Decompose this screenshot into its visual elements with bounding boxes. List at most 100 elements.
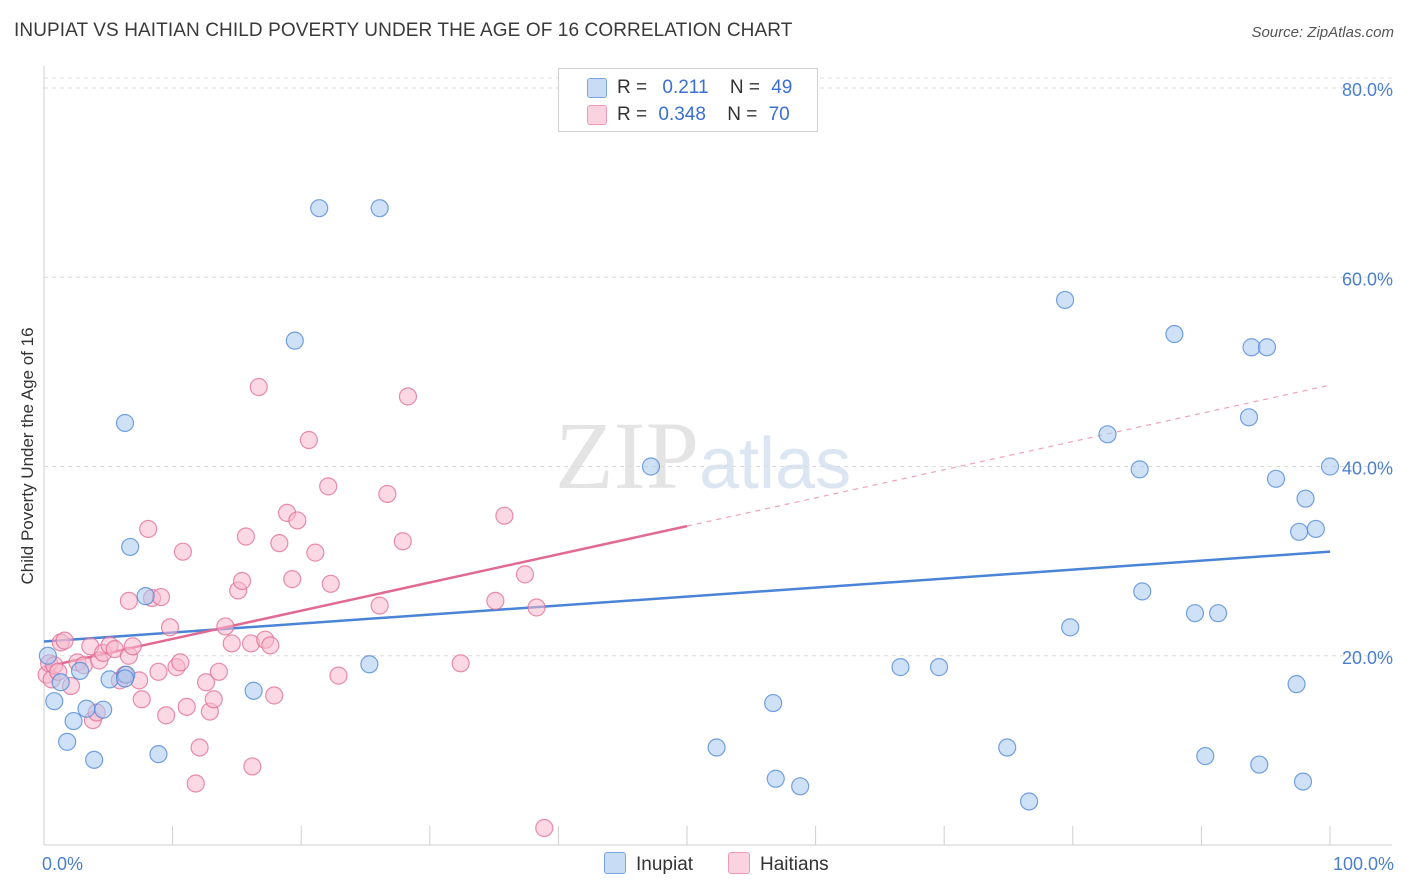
point-inupiat: [77, 699, 96, 718]
point-inupiat: [1055, 290, 1075, 310]
point-inupiat: [45, 692, 64, 711]
point-inupiat: [85, 750, 104, 769]
x-tick-label: 0.0%: [42, 854, 83, 874]
point-haitians: [270, 534, 289, 553]
bottom-legend-label-haitians: Haitians: [760, 854, 829, 875]
trend-extension-haitians: [686, 384, 1331, 527]
point-inupiat: [370, 199, 389, 218]
point-inupiat: [1133, 582, 1152, 601]
trend-lines: [43, 384, 1331, 669]
point-haitians: [204, 690, 223, 709]
point-haitians: [55, 631, 74, 650]
point-inupiat: [766, 769, 785, 788]
point-haitians: [190, 738, 209, 757]
point-inupiat: [51, 673, 70, 692]
point-inupiat: [100, 670, 119, 689]
point-inupiat: [1130, 460, 1149, 479]
point-haitians: [157, 706, 176, 725]
point-inupiat: [285, 331, 304, 350]
point-haitians: [261, 636, 280, 655]
data-points: [37, 199, 1340, 838]
bottom-legend-label-inupiat: Inupiat: [636, 854, 694, 875]
point-haitians: [370, 596, 389, 615]
legend: R = 0.211 N = 49 R = 0.348 N = 70: [558, 68, 818, 132]
point-haitians: [139, 519, 158, 539]
legend-n-label: N =: [727, 104, 758, 125]
point-haitians: [171, 653, 190, 672]
y-tick-label: 80.0%: [1342, 80, 1393, 100]
point-haitians: [495, 506, 514, 525]
chart-title: INUPIAT VS HAITIAN CHILD POVERTY UNDER T…: [14, 20, 793, 41]
tick-labels: 20.0% 40.0% 60.0% 80.0% 0.0% 100.0%: [42, 80, 1394, 874]
point-inupiat: [38, 646, 57, 665]
point-haitians: [527, 598, 546, 617]
point-inupiat: [707, 738, 726, 757]
axes: [43, 66, 1392, 846]
point-haitians: [236, 527, 256, 546]
legend-text-haitians: R = 0.348 N = 70: [617, 104, 790, 126]
point-haitians: [123, 637, 142, 656]
source-credit: Source: ZipAtlas.com: [1251, 24, 1394, 41]
point-haitians: [535, 818, 554, 838]
legend-n-label: N =: [729, 77, 760, 98]
point-inupiat: [310, 199, 329, 218]
point-inupiat: [1185, 604, 1205, 623]
point-haitians: [299, 430, 319, 450]
point-haitians: [243, 757, 262, 776]
legend-text-inupiat: R = 0.211 N = 49: [617, 77, 792, 99]
point-haitians: [319, 477, 338, 496]
point-haitians: [132, 690, 151, 709]
point-inupiat: [1296, 489, 1315, 508]
x-tick-label: 100.0%: [1333, 854, 1394, 874]
point-haitians: [186, 774, 205, 793]
point-inupiat: [1098, 425, 1117, 444]
point-inupiat: [121, 537, 140, 557]
trend-line-haitians: [43, 524, 688, 669]
point-inupiat: [1196, 746, 1215, 766]
point-haitians: [398, 387, 418, 406]
point-haitians: [209, 662, 228, 681]
point-inupiat: [1320, 457, 1340, 476]
point-haitians: [196, 673, 216, 692]
point-haitians: [222, 634, 241, 653]
legend-n-value: 70: [768, 104, 790, 125]
point-haitians: [265, 686, 284, 705]
point-haitians: [151, 587, 171, 607]
point-inupiat: [1287, 675, 1306, 694]
point-haitians: [160, 618, 180, 637]
point-inupiat: [149, 745, 168, 764]
y-tick-label: 20.0%: [1342, 648, 1393, 668]
point-haitians: [232, 571, 252, 591]
y-tick-label: 60.0%: [1342, 269, 1393, 289]
watermark-zip: ZIP: [555, 402, 699, 509]
point-haitians: [378, 484, 397, 504]
legend-swatch-haitians: [587, 105, 607, 125]
point-inupiat: [64, 711, 83, 731]
legend-r-value: 0.348: [658, 104, 706, 125]
point-inupiat: [1165, 324, 1184, 344]
point-inupiat: [929, 658, 949, 677]
legend-swatch-inupiat: [587, 78, 607, 98]
point-inupiat: [115, 669, 135, 688]
point-haitians: [451, 654, 470, 673]
point-inupiat: [115, 413, 135, 433]
point-inupiat: [791, 777, 810, 796]
point-inupiat: [1293, 772, 1313, 791]
bottom-legend-inupiat: Inupiat: [604, 852, 693, 876]
legend-r-label: R =: [617, 104, 648, 125]
point-inupiat: [891, 658, 910, 677]
point-inupiat: [1266, 469, 1286, 488]
point-haitians: [393, 532, 412, 551]
point-haitians: [216, 617, 235, 636]
point-haitians: [149, 662, 168, 681]
point-inupiat: [360, 655, 379, 674]
point-haitians: [283, 570, 302, 589]
watermark: ZIPatlas: [555, 400, 851, 511]
point-inupiat: [1250, 755, 1269, 774]
trend-line-inupiat: [43, 550, 1331, 643]
point-inupiat: [1257, 338, 1277, 357]
point-inupiat: [641, 457, 661, 476]
point-inupiat: [764, 693, 783, 713]
point-inupiat: [1306, 519, 1325, 539]
